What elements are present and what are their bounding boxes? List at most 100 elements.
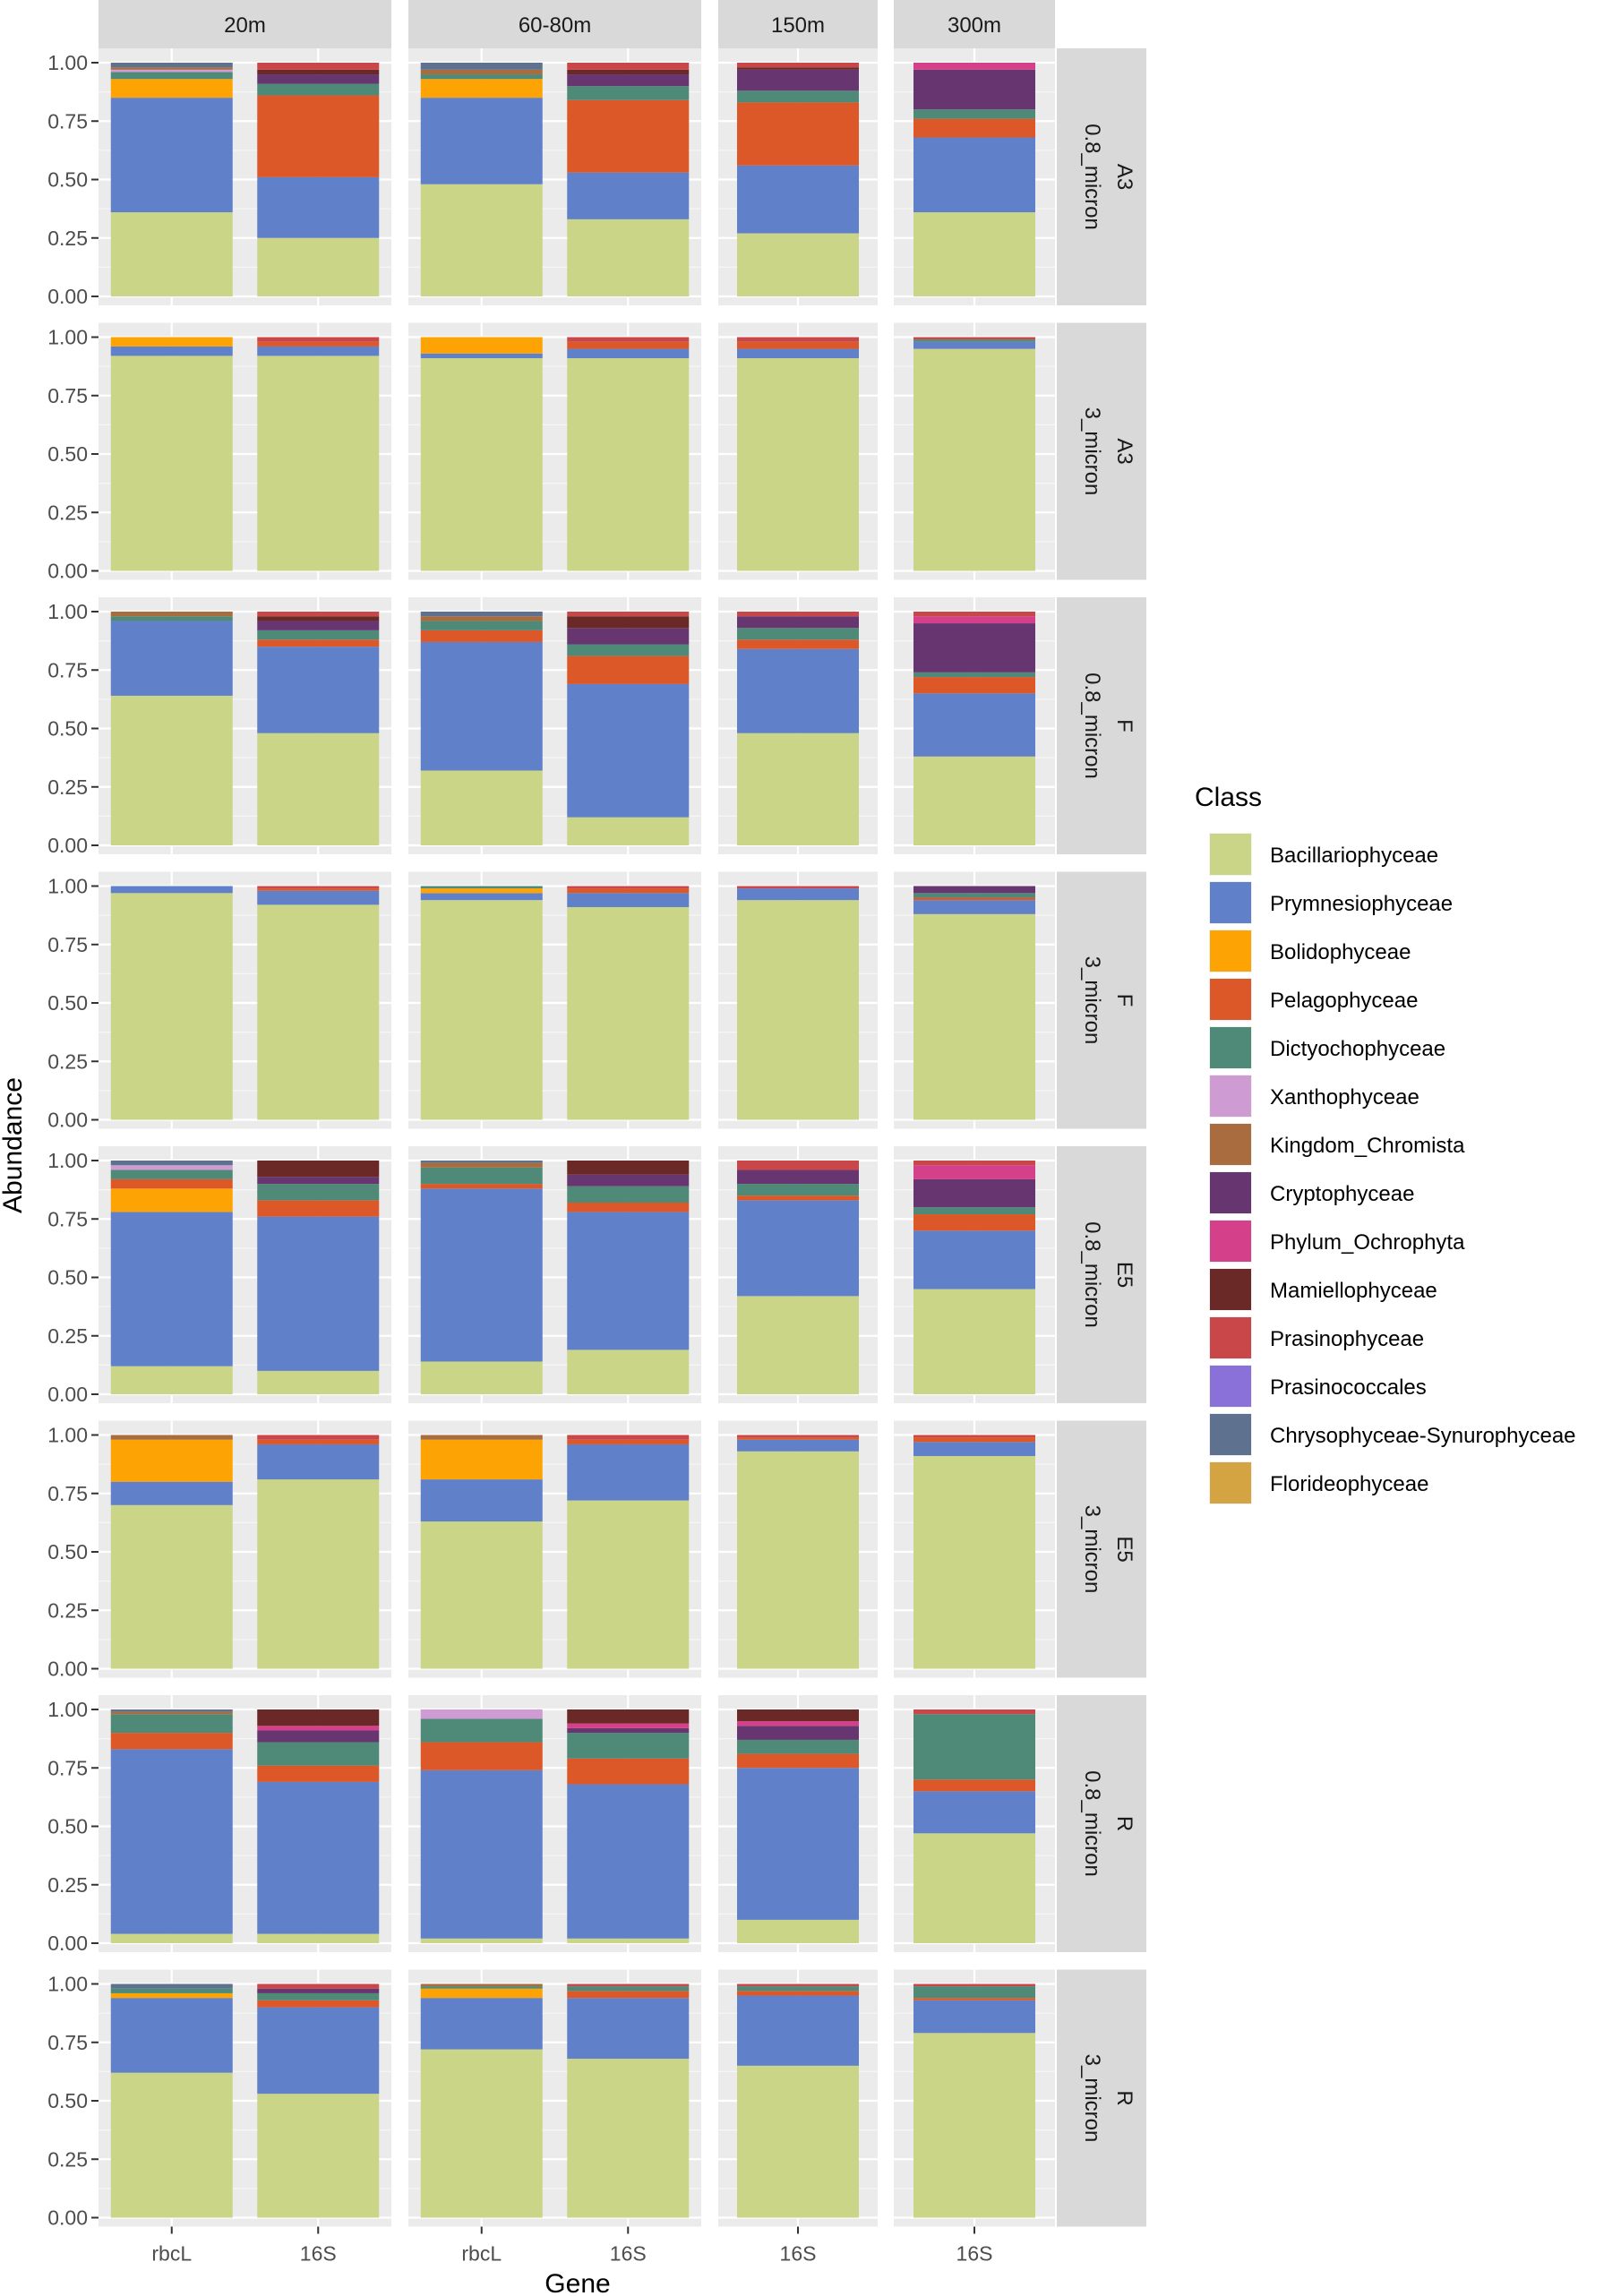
bar-segment [737, 341, 859, 349]
row-strip-site-label: F [1112, 719, 1136, 732]
x-tick-label: 16S [956, 2242, 993, 2266]
bar-segment [110, 1998, 233, 2073]
bar-segment [567, 1733, 690, 1759]
panel [408, 1695, 701, 1952]
bar-segment [567, 1202, 690, 1212]
legend-key [1210, 1027, 1251, 1068]
bar-segment [420, 1718, 543, 1743]
bar-segment [420, 1162, 543, 1168]
bar-segment [420, 616, 543, 621]
panel [718, 1695, 878, 1952]
bar-segment [110, 893, 233, 1120]
bar-segment [257, 337, 380, 342]
bar-segment [913, 672, 1035, 678]
bar-segment [257, 1444, 380, 1480]
column-strip [894, 0, 1055, 48]
y-axis-title: Abundance [0, 1077, 28, 1213]
bar-segment [420, 886, 543, 889]
bar-segment [737, 616, 859, 629]
bar-segment [913, 1230, 1035, 1289]
bar-segment [913, 900, 1035, 914]
bar-segment [913, 118, 1035, 138]
y-tick-label: 0.75 [47, 1756, 88, 1779]
bar-segment [567, 1161, 690, 1175]
bar-segment [737, 1200, 859, 1297]
bar-segment [110, 1504, 233, 1669]
bar-segment [567, 1212, 690, 1350]
row-strip [1057, 871, 1146, 1129]
bar-segment [913, 893, 1035, 898]
bar-segment [420, 630, 543, 642]
bar-segment [257, 612, 380, 617]
bar-segment [110, 1435, 233, 1440]
x-tick-label: 16S [610, 2242, 647, 2266]
bar-segment [420, 900, 543, 1120]
bar-segment [737, 886, 859, 889]
bar-segment [110, 1992, 233, 1999]
bar-segment [257, 639, 380, 647]
row-strip [1057, 322, 1146, 580]
row-strip-fraction-label: 3_micron [1080, 1505, 1104, 1594]
legend-label: Xanthophyceae [1270, 1085, 1419, 1109]
bar-segment [737, 639, 859, 649]
legend-label: Kingdom_Chromista [1270, 1134, 1465, 1158]
bar-segment [567, 2059, 690, 2218]
bar-segment [567, 1727, 690, 1734]
row-strip-fraction-label: 0.8_micron [1080, 673, 1104, 779]
bar-segment [420, 337, 543, 354]
row-strip-fraction-label: 3_micron [1080, 407, 1104, 496]
bar-segment [257, 83, 380, 96]
bar-segment [110, 337, 233, 347]
bar-segment [737, 165, 859, 234]
facet-strips: 20m 60-80m 150m 300m A3 0.8_micron A3 3_micron F… [99, 0, 1146, 2227]
row-strip-site-label: F [1112, 994, 1136, 1007]
bar-segment [913, 348, 1035, 571]
bar-segment [420, 98, 543, 184]
bar-segment [913, 63, 1035, 70]
bar-segment [737, 357, 859, 571]
bar-segment [420, 2049, 543, 2218]
bar-segment [567, 1500, 690, 1669]
bar-segment [257, 1177, 380, 1185]
bar-segment [567, 348, 690, 358]
bar-segment [737, 233, 859, 296]
bar-segment [567, 357, 690, 571]
bar-segment [110, 1711, 233, 1715]
bar-segment [110, 67, 233, 70]
bar-segment [913, 886, 1035, 894]
bar-segment [257, 341, 380, 347]
bar-segment [737, 102, 859, 166]
y-tick-label: 1.00 [47, 1973, 88, 1996]
bar-segment [737, 1709, 859, 1722]
row-strip-site-label: A3 [1112, 164, 1136, 190]
bar-segment [567, 1938, 690, 1943]
bar-segment [913, 1207, 1035, 1215]
y-tick-label: 0.50 [47, 1815, 88, 1838]
bar-segment [737, 1721, 859, 1726]
bar-segment [257, 1435, 380, 1440]
bar-segment [257, 888, 380, 891]
bar-segment [913, 2000, 1035, 2034]
bar-segment [567, 1444, 690, 1501]
bar-segment [420, 1709, 543, 1719]
bar-segment [913, 1437, 1035, 1443]
legend-label: Bolidophyceae [1270, 940, 1411, 964]
bar-segment [420, 357, 543, 571]
bar-segment [737, 2065, 859, 2218]
legend-key [1210, 1462, 1251, 1504]
bar-segment [420, 1188, 543, 1362]
bar-segment [420, 1769, 543, 1939]
row-strip-site-label: E5 [1112, 1536, 1136, 1562]
bar-segment [420, 1983, 543, 1987]
bar-segment [110, 616, 233, 621]
bar-segment [257, 1200, 380, 1217]
bar-segment [737, 1435, 859, 1438]
y-tick-label: 0.00 [47, 834, 88, 857]
bar-segment [913, 1214, 1035, 1231]
bar-segment [913, 1455, 1035, 1669]
bar-segment [913, 1998, 1035, 2000]
row-strip [1057, 1420, 1146, 1678]
panel [894, 1420, 1055, 1678]
bar-segment [110, 1161, 233, 1166]
